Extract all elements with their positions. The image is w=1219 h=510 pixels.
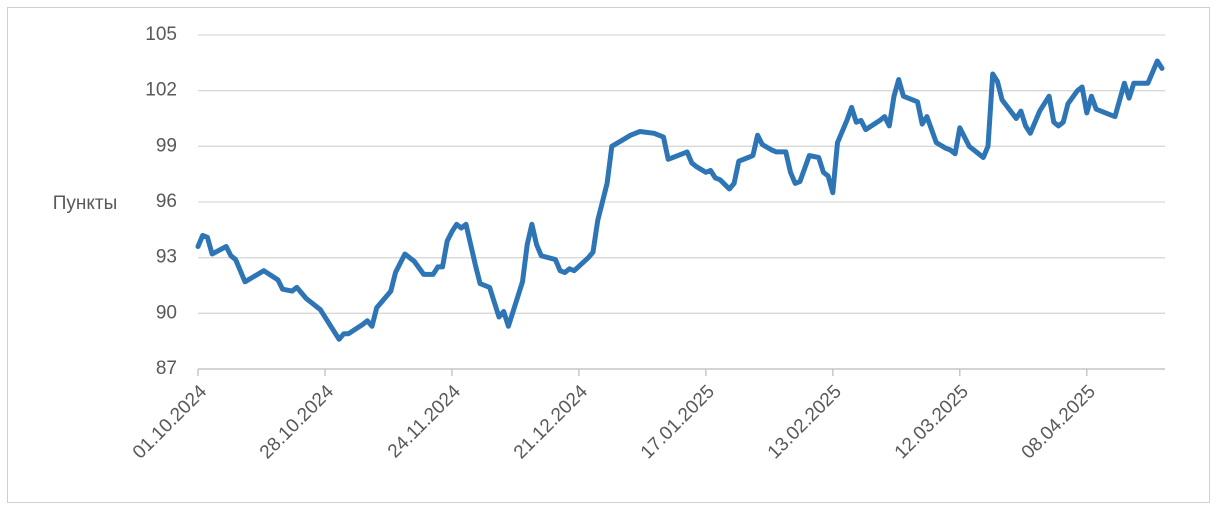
y-tick-label: 90 (156, 302, 177, 323)
y-tick-label: 93 (156, 247, 177, 268)
y-tick-label: 96 (156, 191, 177, 212)
y-tick-label: 87 (156, 358, 177, 379)
y-tick-label: 102 (145, 80, 177, 101)
y-tick-label: 105 (145, 24, 177, 45)
y-axis-label: Пункты (53, 193, 118, 214)
y-tick-label: 99 (156, 135, 177, 156)
data-line (195, 58, 1165, 342)
chart-frame (7, 7, 1210, 503)
